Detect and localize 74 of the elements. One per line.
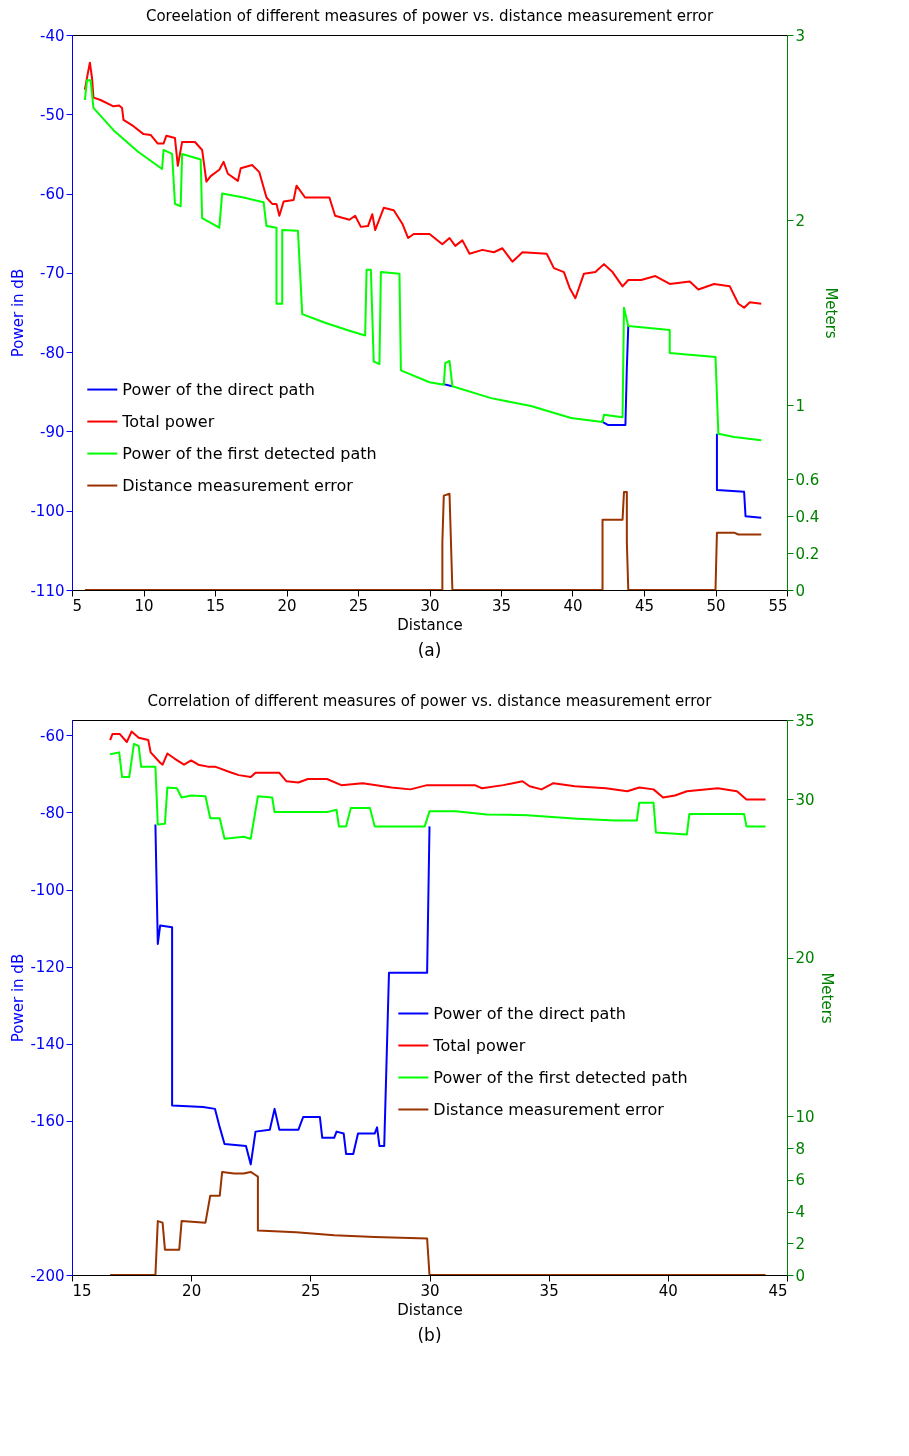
y-tick-label: -50 xyxy=(40,105,65,124)
x-tick-label: 20 xyxy=(277,596,297,615)
text: (b) xyxy=(417,1325,442,1345)
y2-tick-label: 2 xyxy=(795,211,806,230)
line-series xyxy=(83,490,763,590)
x-tick-label: 35 xyxy=(539,1281,559,1300)
line-series xyxy=(83,61,763,309)
y2-axis-title: Meters xyxy=(817,972,836,1024)
x-tick-label: 25 xyxy=(301,1281,321,1300)
y-tick-label: -60 xyxy=(40,185,65,204)
y-tick-label: -110 xyxy=(30,581,65,600)
y2-axis-title: Meters xyxy=(822,287,841,339)
chart-title: Coreelation of different measures of power vs. distance measurement error xyxy=(145,7,714,25)
legend-label: Power of the direct path xyxy=(433,1003,626,1023)
line-series xyxy=(109,730,767,801)
y-tick-label: -80 xyxy=(40,343,65,362)
y-tick-label: -140 xyxy=(30,1035,65,1054)
y2-tick-label: 0 xyxy=(795,1266,806,1285)
x-tick-label: 15 xyxy=(205,596,226,615)
line-series xyxy=(154,823,431,1166)
y-tick-label: -120 xyxy=(30,958,65,977)
x-tick-label: 10 xyxy=(134,596,154,615)
x-tick-label: 25 xyxy=(348,596,369,615)
x-tick-label: 40 xyxy=(563,596,583,615)
x-axis-title: Distance xyxy=(397,1300,463,1319)
x-tick-label: 30 xyxy=(420,1281,440,1300)
y-tick-label: -60 xyxy=(40,726,65,745)
x-axis-title: Distance xyxy=(397,615,463,634)
x-tick-label: 55 xyxy=(768,596,788,615)
y-tick-label: -100 xyxy=(30,502,65,521)
x-tick-label: 50 xyxy=(706,596,726,615)
x-tick-label: 45 xyxy=(768,1281,788,1300)
y2-tick-label: 0 xyxy=(795,581,806,600)
legend-label: Distance measurement error xyxy=(122,475,354,495)
y-axis-title: Power in dB xyxy=(9,953,28,1043)
y2-tick-label: 3 xyxy=(795,26,806,45)
y2-tick-label: 30 xyxy=(795,790,815,809)
y2-tick-label: 0.4 xyxy=(795,507,820,526)
line-series xyxy=(83,79,763,442)
y-tick-label: -200 xyxy=(30,1266,65,1285)
y-axis-title: Power in dB xyxy=(9,268,28,358)
legend-label: Total power xyxy=(432,1035,526,1055)
y-tick-label: -70 xyxy=(40,264,65,283)
y2-tick-label: 1 xyxy=(795,396,806,415)
y2-tick-label: 2 xyxy=(795,1234,806,1253)
legend-label: Power of the first detected path xyxy=(433,1067,688,1087)
legend-label: Total power xyxy=(121,411,215,431)
y2-tick-label: 35 xyxy=(795,711,815,730)
y2-tick-label: 6 xyxy=(795,1171,806,1190)
legend-label: Power of the direct path xyxy=(122,379,315,399)
x-tick-label: 35 xyxy=(491,596,512,615)
y2-tick-label: 4 xyxy=(795,1203,806,1222)
y-tick-label: -100 xyxy=(30,881,65,900)
legend-label: Power of the first detected path xyxy=(122,443,377,463)
x-tick-label: 15 xyxy=(72,1281,92,1300)
line-series xyxy=(109,742,767,840)
y-tick-label: -90 xyxy=(40,422,65,441)
chart-title: Correlation of different measures of power vs. distance measurement error xyxy=(147,692,713,710)
x-tick-label: 30 xyxy=(420,596,440,615)
y-tick-label: -80 xyxy=(40,804,65,822)
y2-tick-label: 20 xyxy=(795,949,815,968)
x-tick-label: 5 xyxy=(72,596,83,615)
x-tick-label: 45 xyxy=(634,596,655,615)
y2-tick-label: 8 xyxy=(795,1139,806,1158)
text: (a) xyxy=(417,640,442,660)
y2-tick-label: 10 xyxy=(795,1107,815,1126)
y2-tick-label: 0.2 xyxy=(795,544,820,563)
y2-tick-label: 0.6 xyxy=(795,470,820,489)
line-series xyxy=(109,1170,767,1275)
legend-label: Distance measurement error xyxy=(433,1099,665,1119)
y-tick-label: -40 xyxy=(40,26,65,45)
x-tick-label: 40 xyxy=(658,1281,678,1300)
x-tick-label: 20 xyxy=(182,1281,202,1300)
y-tick-label: -160 xyxy=(30,1112,65,1131)
